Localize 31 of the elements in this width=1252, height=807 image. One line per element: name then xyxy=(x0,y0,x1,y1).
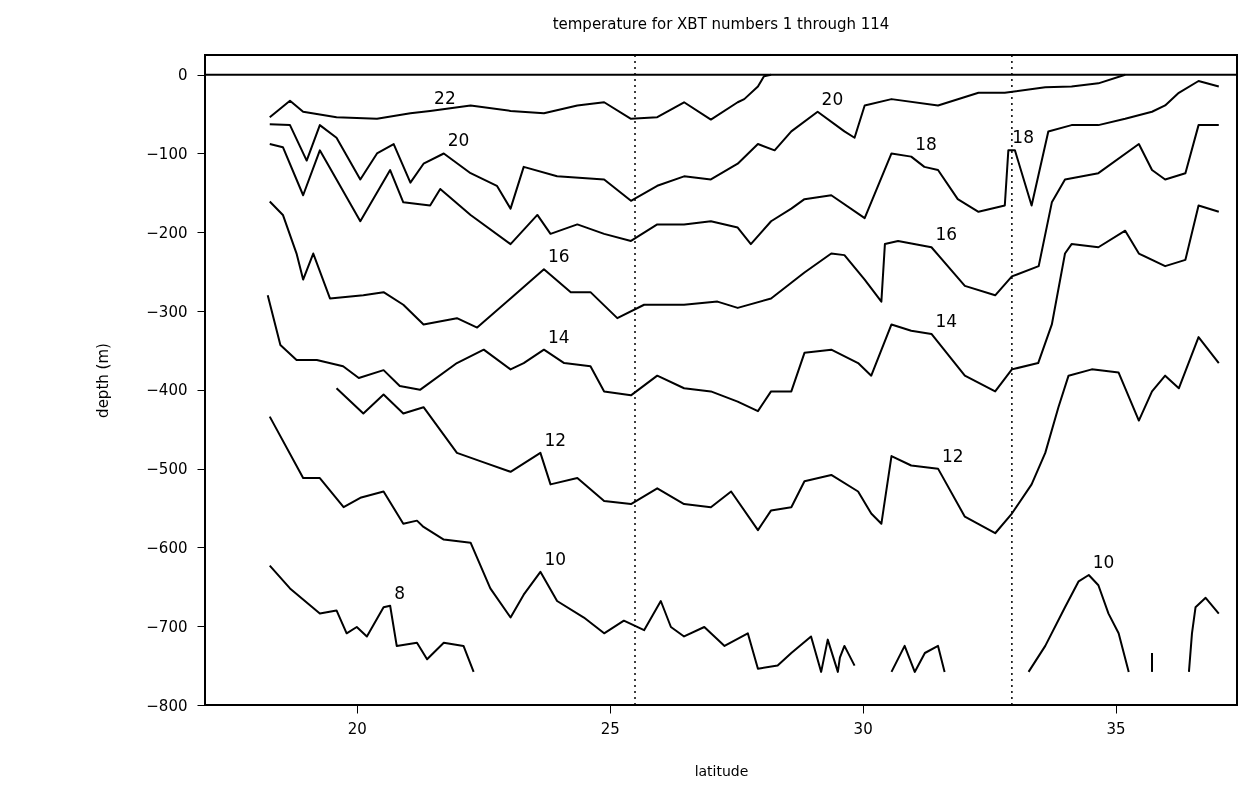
annotation: 12 xyxy=(942,445,964,466)
annotation: 18 xyxy=(1012,127,1034,148)
annotation: 14 xyxy=(547,326,570,347)
annotation: 20 xyxy=(821,88,844,109)
annotation: 20 xyxy=(447,130,470,151)
annotation: 16 xyxy=(935,224,958,245)
y-axis-title: depth (m) xyxy=(94,343,113,418)
annotation: 10 xyxy=(1092,552,1115,572)
y-tick-label: 0 xyxy=(177,66,188,85)
annotation: 10 xyxy=(544,548,567,569)
annotation: 22 xyxy=(434,87,456,108)
x-tick-label: 35 xyxy=(1106,719,1126,738)
y-tick-label: −600 xyxy=(146,538,188,557)
y-tick-label: −800 xyxy=(146,696,188,715)
annotation: 16 xyxy=(547,246,570,267)
y-tick-label: −100 xyxy=(146,144,188,163)
x-tick-label: 25 xyxy=(600,719,620,738)
y-tick-label: −300 xyxy=(146,302,188,321)
y-tick-label: −200 xyxy=(146,223,188,242)
x-axis-title: latitude xyxy=(694,762,749,779)
y-tick-label: −500 xyxy=(146,460,188,479)
annotation: 12 xyxy=(544,429,567,450)
line-series xyxy=(268,564,475,673)
x-tick-label: 20 xyxy=(347,719,367,738)
chart-title: temperature for XBT numbers 1 through 114 xyxy=(552,15,890,34)
y-tick-label: −700 xyxy=(146,617,188,636)
annotation: 18 xyxy=(915,133,937,154)
y-tick-label: −400 xyxy=(146,381,188,400)
annotation: 8 xyxy=(394,582,405,603)
x-tick-label: 30 xyxy=(853,719,873,738)
annotation: 14 xyxy=(935,310,958,331)
